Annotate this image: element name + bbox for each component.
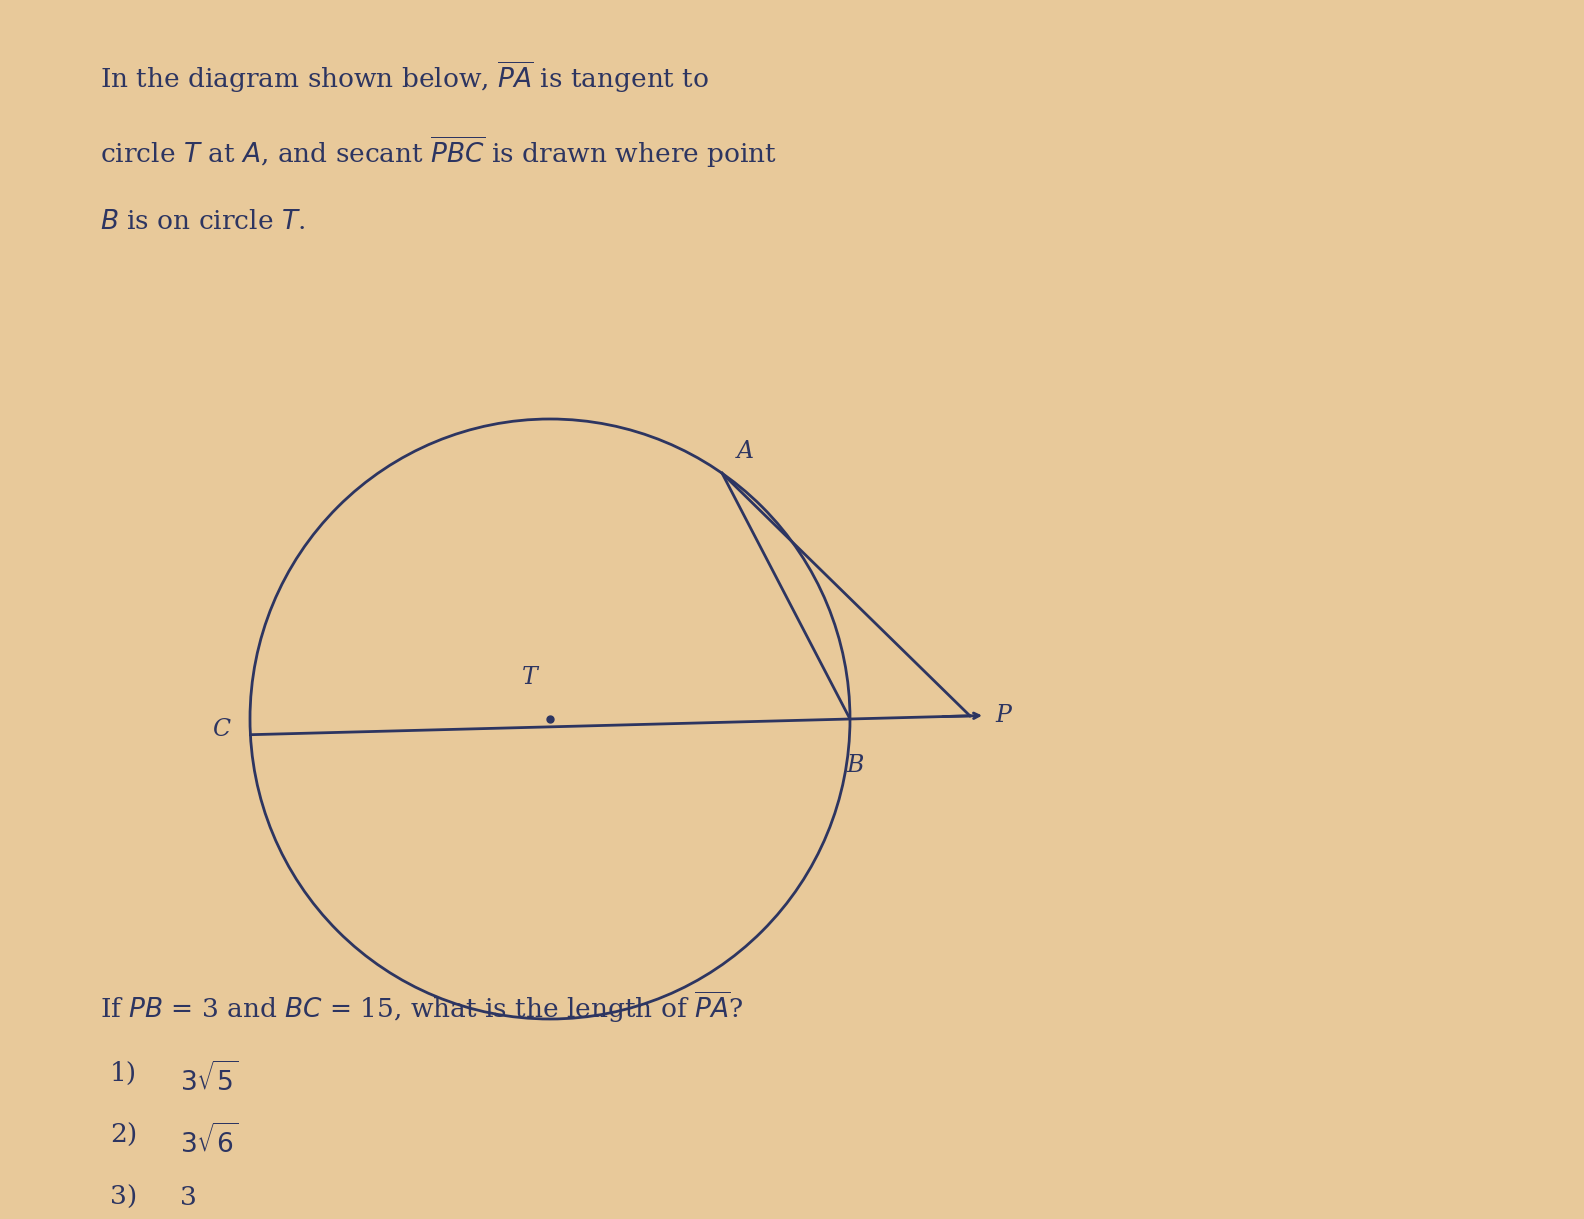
Text: 3: 3 bbox=[181, 1185, 196, 1210]
Text: A: A bbox=[737, 440, 754, 463]
Text: T: T bbox=[523, 666, 539, 689]
Text: 1): 1) bbox=[109, 1061, 138, 1086]
Text: C: C bbox=[212, 718, 230, 741]
Text: circle $T$ at $A$, and secant $\overline{PBC}$ is drawn where point: circle $T$ at $A$, and secant $\overline… bbox=[100, 134, 778, 169]
Text: In the diagram shown below, $\overline{PA}$ is tangent to: In the diagram shown below, $\overline{P… bbox=[100, 59, 710, 95]
Text: $3\sqrt{5}$: $3\sqrt{5}$ bbox=[181, 1061, 238, 1096]
Text: If $PB$ = 3 and $BC$ = 15, what is the length of $\overline{PA}$?: If $PB$ = 3 and $BC$ = 15, what is the l… bbox=[100, 989, 743, 1024]
Text: 3): 3) bbox=[109, 1185, 138, 1210]
Text: $B$ is on circle $T$.: $B$ is on circle $T$. bbox=[100, 208, 306, 234]
Text: $3\sqrt{6}$: $3\sqrt{6}$ bbox=[181, 1123, 238, 1158]
Text: P: P bbox=[995, 705, 1011, 728]
Text: B: B bbox=[846, 755, 863, 777]
Text: 2): 2) bbox=[109, 1123, 138, 1148]
